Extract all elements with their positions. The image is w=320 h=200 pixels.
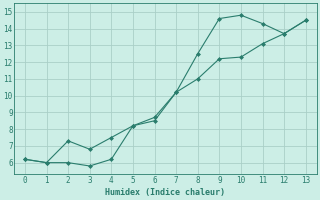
X-axis label: Humidex (Indice chaleur): Humidex (Indice chaleur)	[105, 188, 225, 197]
